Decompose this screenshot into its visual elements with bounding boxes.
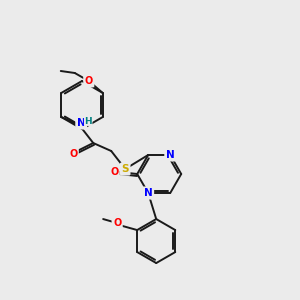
Text: O: O xyxy=(113,218,121,228)
Text: N: N xyxy=(77,118,85,128)
Text: N: N xyxy=(166,150,175,160)
Text: H: H xyxy=(84,116,92,125)
Text: S: S xyxy=(122,164,129,174)
Text: O: O xyxy=(110,167,118,177)
Text: N: N xyxy=(144,188,153,198)
Text: O: O xyxy=(85,76,93,86)
Text: O: O xyxy=(69,149,77,159)
